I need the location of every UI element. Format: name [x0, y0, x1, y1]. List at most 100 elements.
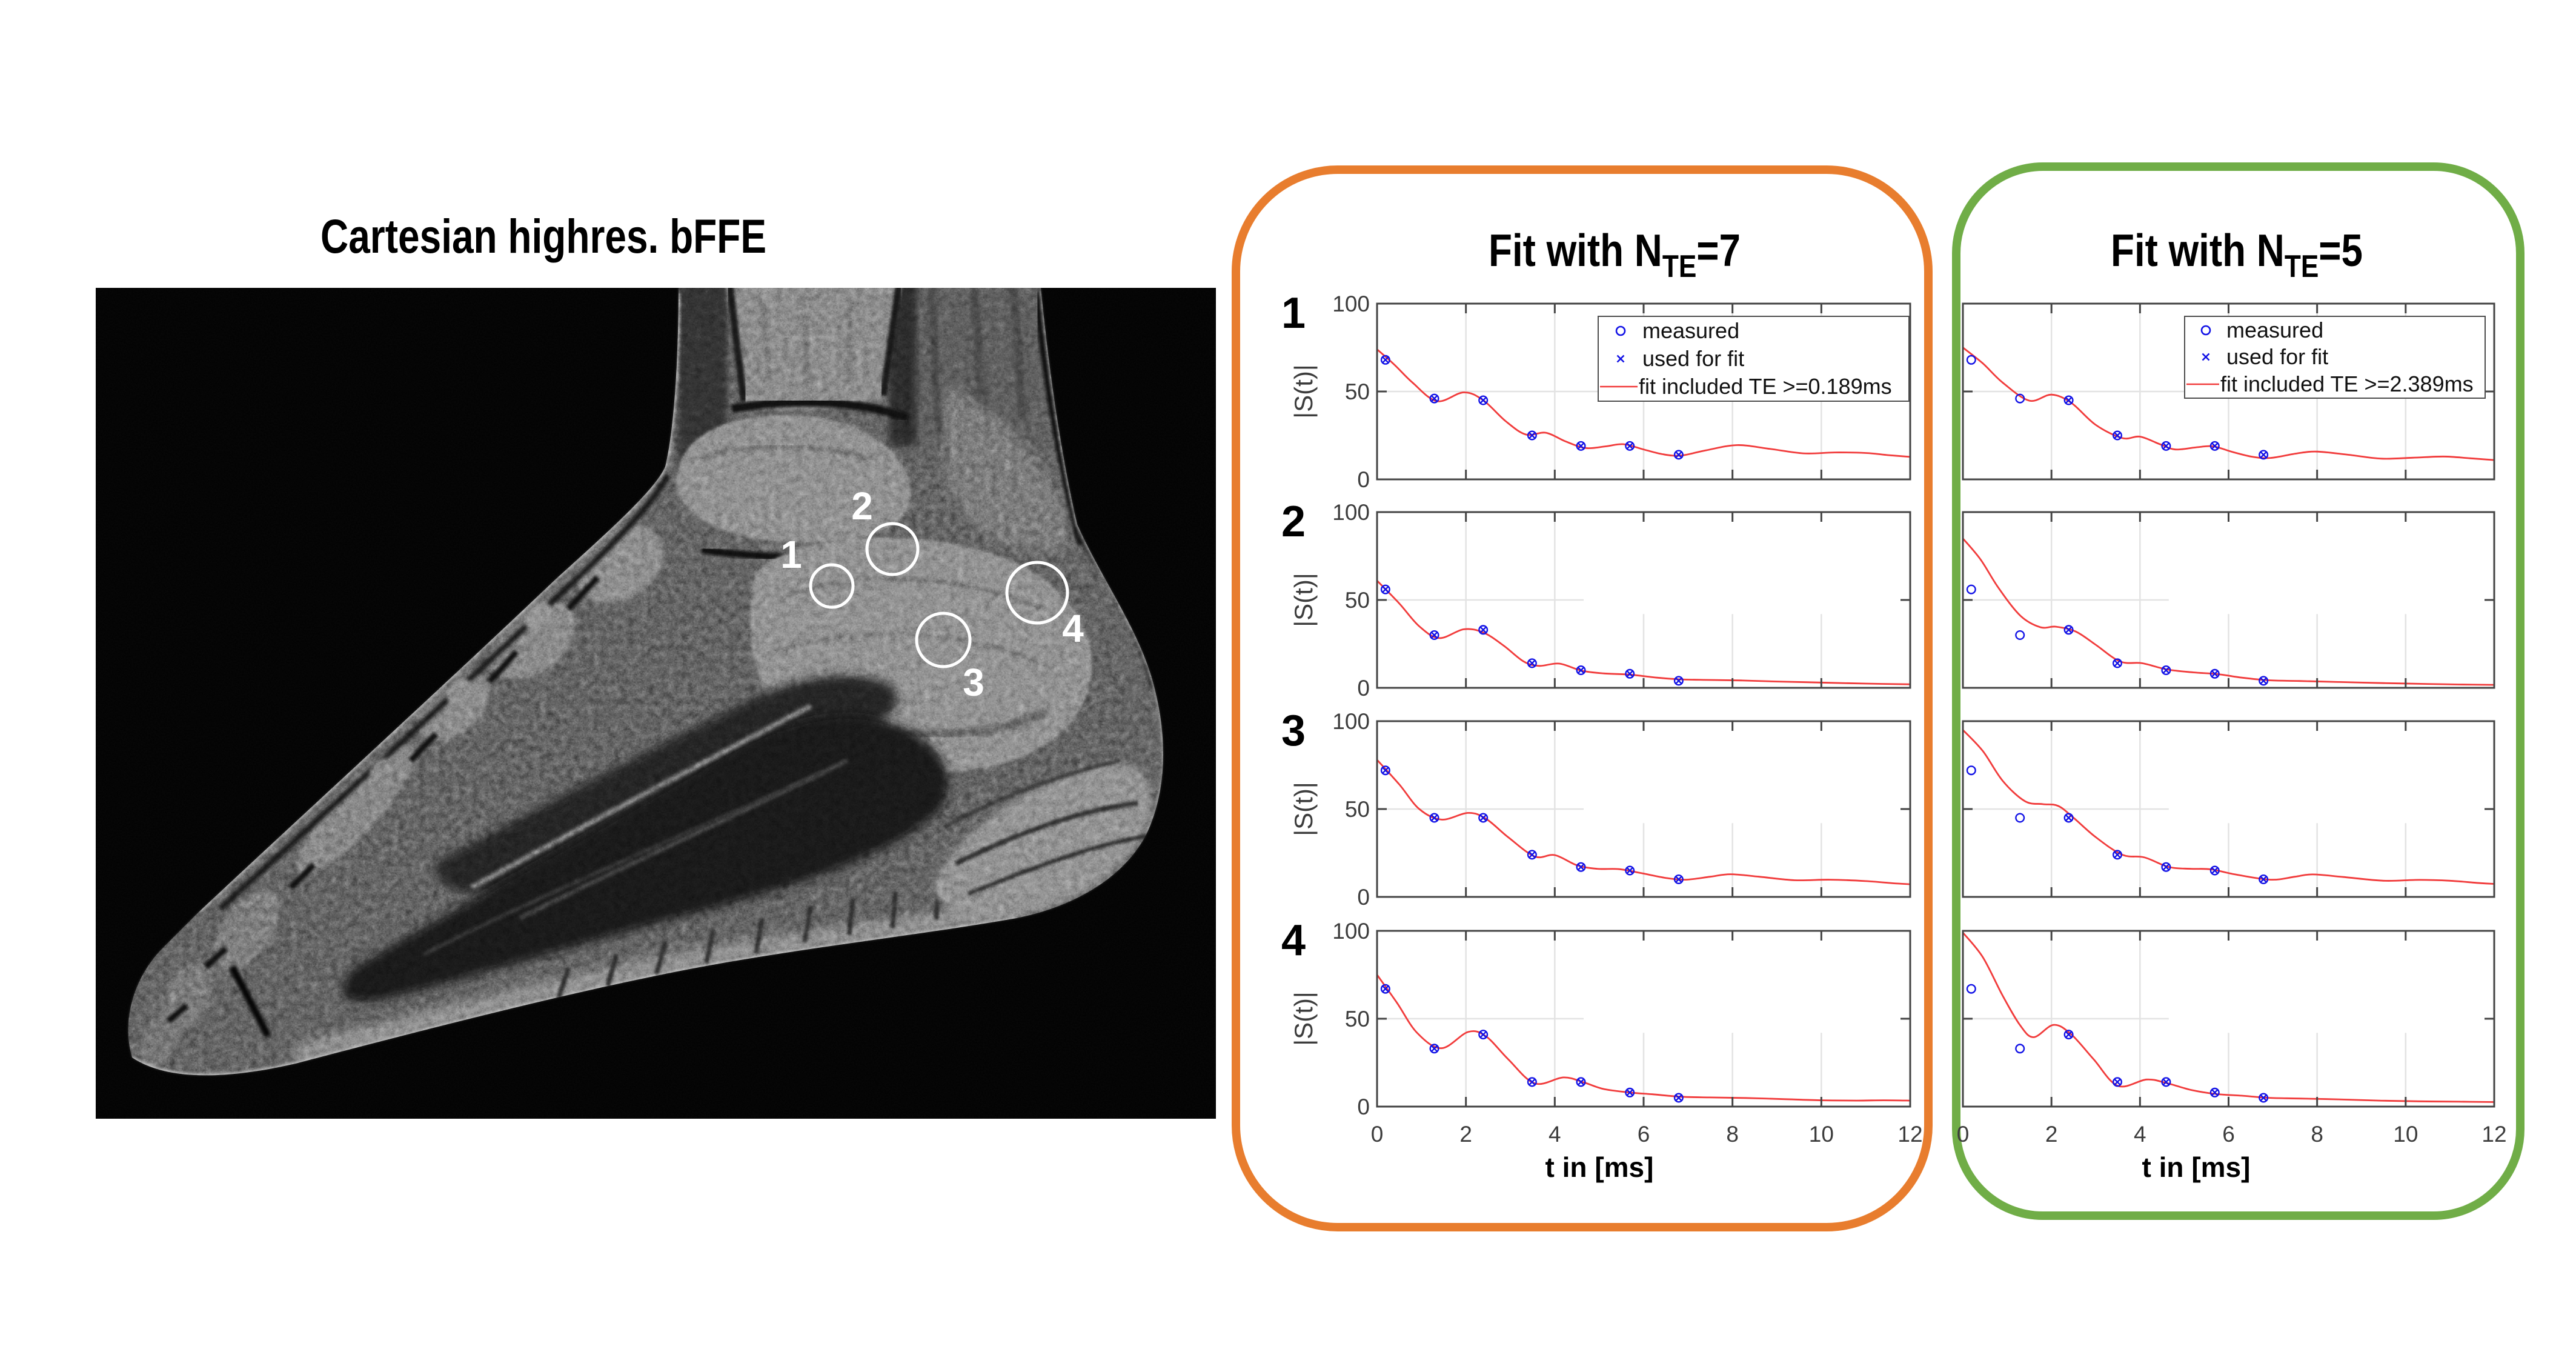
subplot-green-roi3: [1962, 720, 2495, 898]
used-point-roi4-te0.189: [1381, 985, 1390, 993]
gridlines: [1963, 931, 2407, 1107]
measured-circle-icon: [2185, 321, 2226, 339]
legend-row-measured: measured: [1599, 317, 1908, 345]
xtick-label-0: 0: [1957, 1122, 1970, 1147]
measured-point-roi1-te0.189: [1380, 355, 1390, 365]
measured-point-roi2-te4.589: [2161, 665, 2171, 675]
used-point-roi4-te6.789: [2259, 1094, 2268, 1102]
measured-point-roi2-te2.389: [1478, 625, 1489, 635]
subplot-orange-roi2: 0 50 100 |S(t)| 2: [1281, 498, 1911, 701]
measured-point-roi4-te1.289: [1429, 1044, 1439, 1054]
used-point-roi2-te6.789: [2259, 677, 2268, 685]
measured-markers: [1966, 984, 2269, 1103]
ylabel: |S(t)|: [1289, 364, 1318, 418]
measured-point-roi4-te1.289: [2015, 1044, 2025, 1054]
row-label-2: 2: [1281, 498, 1306, 546]
roi-circle-3: [915, 611, 972, 668]
roi-label-2: 2: [851, 484, 873, 528]
row-label-3: 3: [1281, 707, 1306, 755]
used-point-roi4-te2.389: [2065, 1030, 2073, 1039]
ylabel: |S(t)|: [1289, 573, 1318, 627]
measured-point-roi1-te0.189: [1966, 355, 1976, 365]
roi-label-1: 1: [780, 533, 802, 576]
subplot-orange-roi4: 0 50 100 |S(t)| 4 0 2 4 6 8 10 12: [1281, 916, 1923, 1147]
fit-curve-roi3: [1962, 729, 2495, 885]
used-point-roi3-te4.589: [2162, 863, 2170, 871]
used-point-roi1-te4.589: [2162, 442, 2170, 450]
used-point-roi1-te5.689: [1625, 442, 1634, 450]
used-point-roi1-te4.589: [1577, 442, 1585, 450]
measured-point-roi1-te1.289: [1429, 393, 1439, 404]
used-point-roi1-te2.389: [2065, 396, 2073, 404]
measured-point-roi4-te3.489: [2112, 1077, 2122, 1087]
xtick-label-10: 10: [1809, 1122, 1834, 1147]
measured-point-roi1-te2.389: [1478, 395, 1489, 405]
legend-row-fit: fit included TE >=2.389ms: [2185, 371, 2485, 398]
used-point-roi4-te3.489: [1528, 1078, 1536, 1086]
fit-curve-roi2: [1376, 580, 1911, 685]
mri-roi-annotations: 1 2 3 4: [780, 484, 1084, 704]
ytick-label-50: 50: [1345, 379, 1370, 404]
legend-row-measured: measured: [2185, 317, 2485, 344]
measured-point-roi3-te3.489: [2112, 850, 2122, 860]
measured-point-roi3-te2.389: [1478, 813, 1489, 823]
used-point-roi2-te5.689: [1625, 670, 1634, 678]
measured-point-roi3-te1.289: [2015, 813, 2025, 823]
legend-row-fit: fit included TE >=0.189ms: [1599, 373, 1908, 401]
used-point-roi3-te2.389: [1479, 814, 1487, 822]
xlabel-nte5: t in [ms]: [2142, 1151, 2251, 1183]
roi-circle-4: [1005, 561, 1069, 625]
fit-curve-roi4: [1376, 974, 1911, 1102]
ytick-label-0: 0: [1357, 676, 1370, 701]
used-point-roi3-te1.289: [1430, 814, 1438, 822]
fit-line-icon: [1599, 384, 1639, 390]
used-point-roi4-te2.389: [1479, 1030, 1487, 1039]
used-point-roi4-te1.289: [1430, 1045, 1438, 1053]
gridlines: [1377, 931, 1822, 1107]
xtick-label-2: 2: [1459, 1122, 1472, 1147]
measured-point-roi4-te0.189: [1380, 984, 1390, 994]
measured-markers: [1380, 584, 1684, 686]
gridlines: [1377, 512, 1822, 688]
xtick-label-12: 12: [2481, 1122, 2506, 1147]
xtick-label-6: 6: [1638, 1122, 1650, 1147]
xlabel-nte7: t in [ms]: [1545, 1151, 1654, 1183]
xtick-label-2: 2: [2045, 1122, 2058, 1147]
used-point-roi2-te3.489: [2113, 659, 2122, 667]
used-point-roi2-te6.789: [1675, 677, 1683, 685]
measured-point-roi4-te4.589: [1576, 1077, 1586, 1087]
used-point-roi3-te6.789: [1675, 875, 1683, 884]
measured-point-roi1-te5.689: [2209, 441, 2220, 451]
used-point-roi1-te2.389: [1479, 396, 1487, 404]
measured-markers: [1380, 765, 1684, 884]
roi-label-3: 3: [963, 661, 984, 704]
title-nte5: Fit with NTE=5: [2111, 225, 2363, 284]
mri-image: 1 2 3 4: [96, 288, 1216, 1119]
measured-point-roi4-te6.789: [2259, 1093, 2269, 1103]
roi-circle-2: [865, 522, 920, 576]
used-point-roi3-te3.489: [2113, 851, 2122, 859]
measured-point-roi3-te0.189: [1966, 765, 1976, 776]
used-point-roi1-te1.289: [1430, 395, 1438, 402]
ylabel: |S(t)|: [1289, 782, 1318, 836]
roi-circle-1: [809, 563, 855, 609]
measured-point-roi2-te3.489: [1527, 658, 1537, 668]
measured-point-roi1-te4.589: [1576, 441, 1586, 451]
fit-line-icon: [2185, 381, 2220, 387]
ytick-label-0: 0: [1357, 1094, 1370, 1119]
used-point-roi2-te0.189: [1381, 585, 1390, 593]
measured-point-roi3-te4.589: [2161, 862, 2171, 872]
measured-point-roi2-te0.189: [1966, 584, 1976, 595]
measured-circle-icon: [1599, 322, 1642, 340]
used-point-roi2-te1.289: [1430, 631, 1438, 639]
ytick-label-100: 100: [1332, 919, 1370, 944]
title-nte7: Fit with NTE=7: [1489, 225, 1741, 284]
used-x-icon: [2185, 348, 2226, 366]
ytick-label-100: 100: [1332, 291, 1370, 316]
legend-row-used: used for fit: [1599, 345, 1908, 373]
panel-nte5: [1952, 162, 2525, 1220]
measured-point-roi1-te4.589: [2161, 441, 2171, 451]
measured-point-roi3-te4.589: [1576, 862, 1586, 872]
used-point-roi2-te5.689: [2211, 670, 2219, 678]
